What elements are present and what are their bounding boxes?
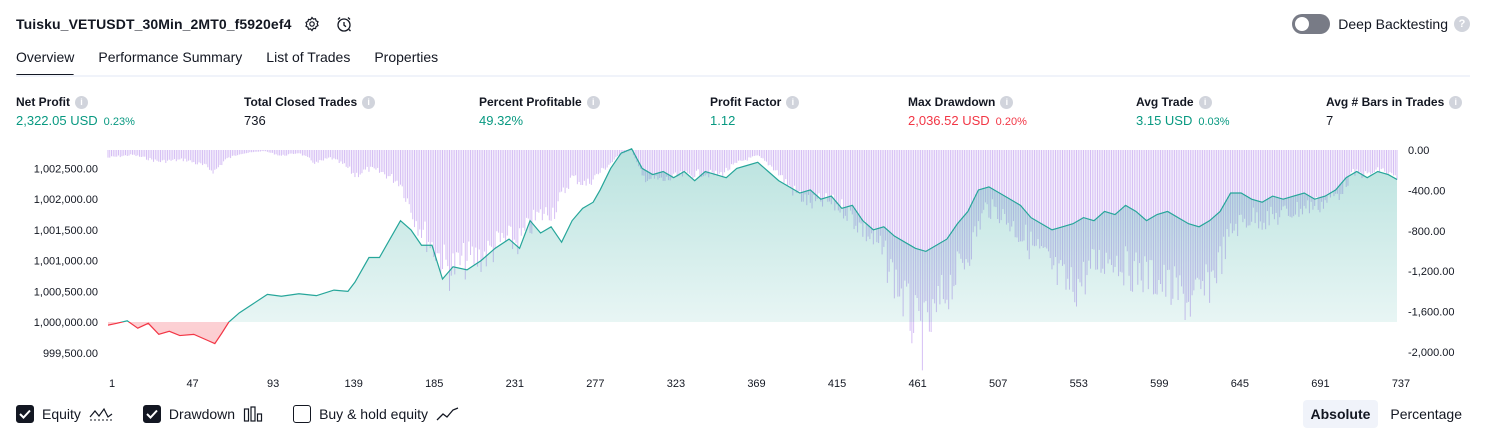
x-axis-tick-label: 323	[667, 378, 685, 390]
x-axis-tick-label: 1	[109, 378, 115, 390]
checkbox-unchecked-icon[interactable]	[293, 405, 312, 423]
x-axis-tick-label: 47	[186, 378, 198, 390]
deep-backtesting-label: Deep Backtesting	[1338, 16, 1448, 32]
equity-line-icon	[89, 406, 113, 422]
help-icon[interactable]: ?	[1454, 16, 1470, 32]
left-axis: 1,002,500.00 1,002,000.00 1,001,500.00 1,00…	[34, 163, 98, 359]
x-axis: 1 47 93 139 185 231 277 323 369 415 461 507 553 599 64…	[109, 378, 1410, 390]
x-axis-tick-label: 277	[586, 378, 604, 390]
stats-row: Net Profit i 2,322.05 USD 0.23% Total Clos…	[16, 94, 1470, 130]
stat-label: Total Closed Trades	[244, 95, 358, 109]
x-axis-tick-label: 645	[1231, 378, 1249, 390]
strategy-title: Tuisku_VETUSDT_30Min_2MT0_f5920ef4	[16, 16, 292, 32]
equity-drawdown-chart[interactable]: 1,002,500.00 1,002,000.00 1,001,500.00 1,00…	[0, 144, 1486, 394]
right-axis-tick-label: -1,600.00	[1408, 307, 1454, 319]
left-axis-tick-label: 1,000,000.00	[34, 317, 98, 329]
checkbox-checked-icon[interactable]	[142, 405, 161, 423]
stat-value: 2,322.05 USD	[16, 113, 98, 128]
stat-value: 736	[244, 113, 266, 128]
buy-hold-checkbox[interactable]: Buy & hold equity	[293, 405, 460, 423]
strategy-header: Tuisku_VETUSDT_30Min_2MT0_f5920ef4	[16, 12, 355, 36]
x-axis-tick-label: 369	[747, 378, 765, 390]
stat-label: Avg Trade	[1136, 95, 1194, 109]
tab-performance-summary[interactable]: Performance Summary	[98, 49, 243, 65]
x-axis-tick-label: 691	[1311, 378, 1329, 390]
tab-bar: Overview Performance Summary List of Tra…	[16, 46, 462, 77]
info-icon[interactable]: i	[786, 95, 800, 109]
stat-percent: 0.20%	[995, 116, 1027, 128]
stat-label: Net Profit	[16, 95, 70, 109]
stat-value: 1.12	[710, 113, 736, 128]
tabs-divider	[16, 75, 1470, 77]
equity-profit-area	[122, 148, 1397, 323]
equity-line-profit	[119, 148, 1397, 323]
info-icon[interactable]: i	[586, 95, 600, 109]
scale-mode-toggle: Absolute Percentage	[1299, 400, 1471, 428]
stat-label: Percent Profitable	[479, 95, 582, 109]
tab-list-of-trades[interactable]: List of Trades	[266, 49, 351, 65]
buy-hold-line-icon	[436, 406, 460, 422]
stat-percent-profitable: Percent Profitable i 49.32%	[479, 94, 600, 128]
x-axis-tick-label: 461	[908, 378, 926, 390]
deep-backtesting-toggle[interactable]	[1292, 14, 1331, 34]
x-axis-tick-label: 185	[425, 378, 443, 390]
x-axis-tick-label: 507	[989, 378, 1007, 390]
info-icon[interactable]: i	[1000, 95, 1014, 109]
right-axis-tick-label: 0.00	[1408, 145, 1429, 157]
left-axis-tick-label: 1,000,500.00	[34, 286, 98, 298]
x-axis-tick-label: 139	[345, 378, 363, 390]
info-icon[interactable]: i	[362, 95, 376, 109]
stat-percent: 0.03%	[1198, 116, 1230, 128]
deep-backtesting-control: Deep Backtesting ?	[1292, 12, 1470, 36]
equity-checkbox[interactable]: Equity	[16, 405, 113, 423]
stat-net-profit: Net Profit i 2,322.05 USD 0.23%	[16, 94, 135, 128]
stat-label: Profit Factor	[710, 95, 782, 109]
alert-clock-icon[interactable]	[333, 13, 355, 35]
left-axis-tick-label: 1,002,000.00	[34, 194, 98, 206]
stat-value: 3.15 USD	[1136, 113, 1193, 128]
stat-value: 49.32%	[479, 113, 524, 128]
checkbox-checked-icon[interactable]	[16, 405, 34, 423]
left-axis-tick-label: 1,001,500.00	[34, 225, 98, 237]
buy-hold-label: Buy & hold equity	[319, 406, 429, 422]
left-axis-tick-label: 1,001,000.00	[34, 256, 98, 268]
x-axis-tick-label: 599	[1150, 378, 1168, 390]
info-icon[interactable]: i	[1449, 95, 1463, 109]
stat-label: Avg # Bars in Trades	[1326, 95, 1445, 109]
right-axis-tick-label: -1,200.00	[1408, 266, 1454, 278]
right-axis-tick-label: -800.00	[1408, 226, 1445, 238]
x-axis-tick-label: 93	[267, 378, 279, 390]
drawdown-bars-icon	[243, 406, 263, 422]
equity-series	[108, 148, 1397, 345]
absolute-button[interactable]: Absolute	[1302, 400, 1379, 428]
percentage-button[interactable]: Percentage	[1390, 406, 1462, 422]
drawdown-label: Drawdown	[168, 406, 236, 422]
stat-value: 2,036.52 USD	[908, 113, 990, 128]
right-axis-tick-label: -2,000.00	[1408, 347, 1454, 359]
stat-label: Max Drawdown	[908, 95, 996, 109]
right-axis: 0.00 -400.00 -800.00 -1,200.00 -1,600.00 -2,0…	[1408, 145, 1454, 359]
stat-max-drawdown: Max Drawdown i 2,036.52 USD 0.20%	[908, 94, 1027, 128]
chart-legend: Equity Drawdown Buy & hold equity	[16, 403, 490, 425]
equity-label: Equity	[42, 406, 81, 422]
info-icon[interactable]: i	[75, 95, 88, 109]
left-axis-tick-label: 999,500.00	[43, 348, 98, 360]
stat-avg-trade: Avg Trade i 3.15 USD 0.03%	[1136, 94, 1230, 128]
stat-value: 7	[1326, 113, 1334, 128]
stat-profit-factor: Profit Factor i 1.12	[710, 94, 800, 128]
x-axis-tick-label: 231	[506, 378, 524, 390]
x-axis-tick-label: 553	[1070, 378, 1088, 390]
tab-overview[interactable]: Overview	[16, 46, 75, 77]
right-axis-tick-label: -400.00	[1408, 185, 1445, 197]
stat-percent: 0.23%	[103, 116, 135, 128]
x-axis-tick-label: 737	[1392, 378, 1410, 390]
x-axis-tick-label: 415	[828, 378, 846, 390]
tab-properties[interactable]: Properties	[374, 49, 439, 65]
info-icon[interactable]: i	[1198, 95, 1212, 109]
stat-total-closed-trades: Total Closed Trades i 736	[244, 94, 376, 128]
drawdown-checkbox[interactable]: Drawdown	[142, 405, 263, 423]
settings-gear-icon[interactable]	[301, 13, 323, 35]
stat-avg-bars-in-trades: Avg # Bars in Trades i 7	[1326, 94, 1463, 128]
left-axis-tick-label: 1,002,500.00	[34, 163, 98, 175]
